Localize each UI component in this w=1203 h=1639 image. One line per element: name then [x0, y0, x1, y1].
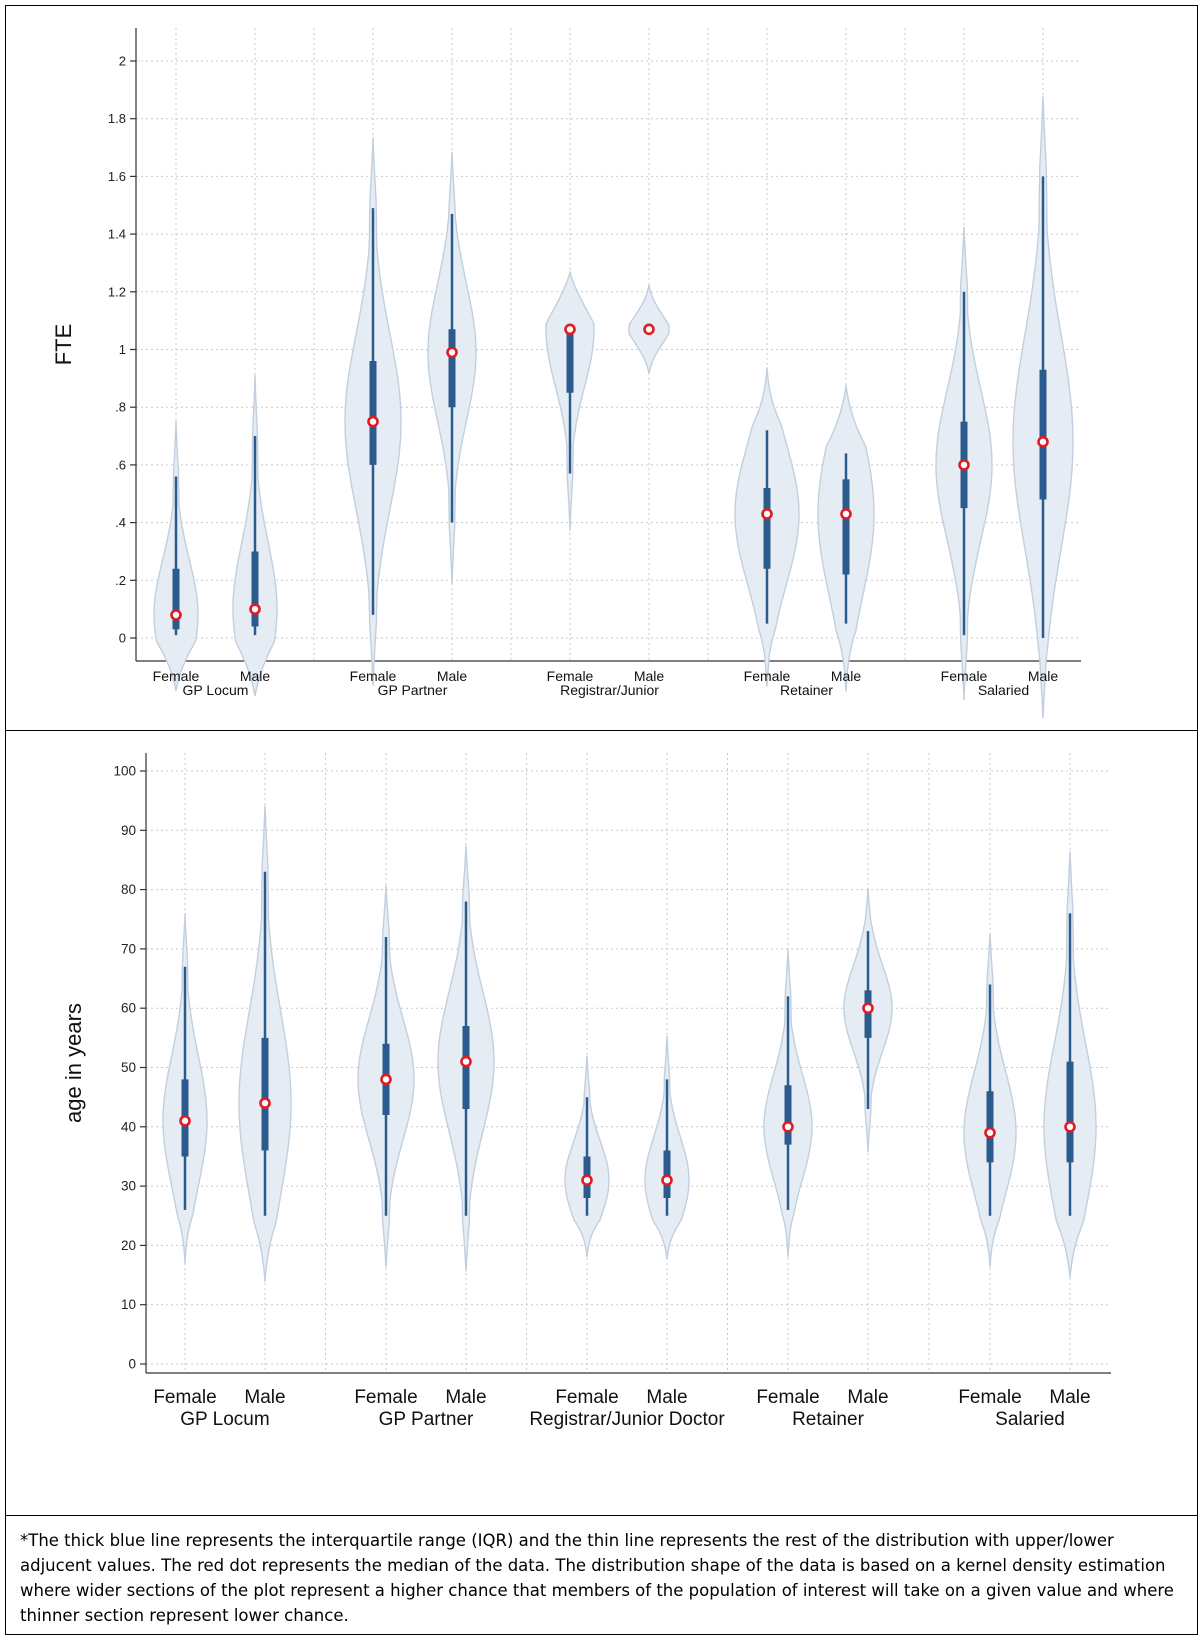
- panel-divider: [5, 730, 1198, 731]
- category-label: Male: [1049, 1387, 1090, 1408]
- median-marker: [761, 508, 773, 520]
- figure-frame: [5, 5, 1198, 1635]
- y-tick-label: 100: [113, 764, 136, 779]
- group-label: Retainer: [780, 682, 833, 698]
- y-tick-label: .2: [115, 573, 126, 588]
- y-tick-label: 1.8: [108, 111, 126, 126]
- group-label: Salaried: [995, 1409, 1065, 1430]
- median-marker: [446, 346, 458, 359]
- y-tick-label: 50: [121, 1060, 136, 1075]
- y-axis-title: FTE: [51, 324, 76, 366]
- median-marker: [460, 1055, 472, 1068]
- median-marker: [661, 1174, 673, 1186]
- age-violin-chart: 0 10 20 30 40 50 60 70 80 90 100 age in years Female…: [61, 753, 1111, 1430]
- y-tick-label: 30: [121, 1179, 136, 1194]
- category-label: Male: [437, 668, 468, 684]
- y-tick-label: 1.6: [108, 169, 126, 184]
- median-marker: [958, 459, 970, 471]
- category-label: Male: [646, 1387, 687, 1408]
- y-tick-label: 1.4: [108, 227, 126, 242]
- group-label: GP Locum: [183, 682, 249, 698]
- y-tick-label: .8: [115, 400, 126, 415]
- fte-violin-panel: 0 .2 .4 .6 .8 1 1.2 1.4 1.6 1.8 2 FTE Female Male Fema…: [6, 6, 1196, 729]
- category-label: Female: [354, 1387, 417, 1408]
- median-marker: [984, 1126, 996, 1139]
- y-tick-label: 1: [119, 342, 126, 357]
- category-label: Female: [958, 1387, 1021, 1408]
- footnote: *The thick blue line represents the inte…: [20, 1531, 1174, 1625]
- y-tick-label: .4: [115, 515, 126, 530]
- category-label: Female: [547, 668, 594, 684]
- y-tick-label: .6: [115, 457, 126, 472]
- median-marker: [1064, 1120, 1076, 1133]
- median-marker: [840, 508, 852, 520]
- category-label: Female: [941, 668, 988, 684]
- median-marker: [170, 609, 182, 621]
- category-label: Male: [634, 668, 665, 684]
- median-marker: [643, 323, 655, 336]
- group-label: GP Locum: [180, 1409, 269, 1430]
- category-label: Female: [153, 668, 200, 684]
- y-tick-label: 60: [121, 1001, 136, 1016]
- group-label: GP Partner: [379, 1409, 474, 1430]
- y-axis-title: age in years: [61, 1003, 86, 1123]
- median-marker: [581, 1174, 593, 1186]
- y-tick-label: 40: [121, 1119, 136, 1134]
- fte-violin-chart: 0 .2 .4 .6 .8 1 1.2 1.4 1.6 1.8 2 FTE Female Male Fema…: [51, 28, 1081, 719]
- y-tick-label: 0: [119, 631, 126, 646]
- category-label: Male: [244, 1387, 285, 1408]
- category-label: Female: [756, 1387, 819, 1408]
- category-label: Female: [350, 668, 397, 684]
- category-label: Male: [445, 1387, 486, 1408]
- group-label: GP Partner: [378, 682, 448, 698]
- category-label: Male: [847, 1387, 888, 1408]
- median-marker: [249, 603, 261, 615]
- median-marker: [564, 323, 576, 336]
- median-marker: [259, 1097, 271, 1109]
- panel-divider: [5, 1515, 1198, 1516]
- median-marker: [782, 1120, 794, 1133]
- category-label: Female: [744, 668, 791, 684]
- y-tick-label: 90: [121, 823, 136, 838]
- group-label: Registrar/Junior Doctor: [529, 1409, 725, 1430]
- category-label: Male: [1028, 668, 1059, 684]
- category-label: Male: [240, 668, 271, 684]
- age-violin-panel: 0 10 20 30 40 50 60 70 80 90 100 age in years Female…: [6, 731, 1196, 1514]
- y-tick-label: 80: [121, 882, 136, 897]
- y-tick-label: 10: [121, 1297, 136, 1312]
- group-label: Salaried: [978, 682, 1029, 698]
- median-marker: [1037, 436, 1049, 448]
- y-tick-label: 2: [119, 54, 126, 69]
- y-tick-label: 70: [121, 941, 136, 956]
- y-tick-label: 1.2: [108, 284, 126, 299]
- median-marker: [862, 1002, 874, 1015]
- median-marker: [367, 415, 379, 428]
- category-label: Female: [153, 1387, 216, 1408]
- category-label: Male: [831, 668, 862, 684]
- category-label: Female: [555, 1387, 618, 1408]
- median-marker: [179, 1115, 191, 1127]
- group-label: Retainer: [792, 1409, 864, 1430]
- median-marker: [380, 1073, 392, 1086]
- group-label: Registrar/Junior: [560, 682, 659, 698]
- y-tick-label: 20: [121, 1238, 136, 1253]
- y-tick-label: 0: [128, 1357, 136, 1372]
